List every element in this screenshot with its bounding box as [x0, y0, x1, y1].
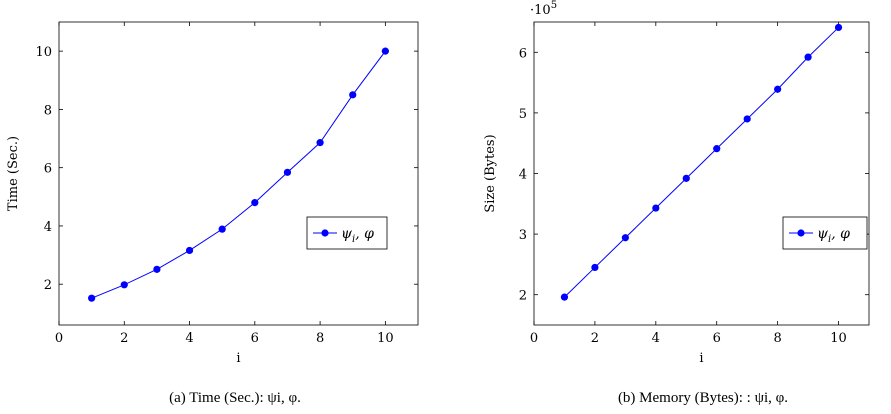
y-tick-label: 6 [519, 46, 527, 61]
data-point [153, 265, 161, 273]
x-tick-label: 6 [713, 331, 721, 346]
x-tick-label: 10 [830, 331, 847, 346]
data-point [349, 91, 357, 99]
data-point [120, 281, 128, 289]
y-axis-label: Size (Bytes) [483, 134, 498, 212]
y-scale-label: ·105 [530, 0, 557, 18]
data-point [560, 293, 569, 301]
figure-caption: (b) Memory (Bytes): : ψi, φ. [618, 390, 788, 406]
y-tick-label: 5 [519, 107, 527, 122]
legend: ψi, φ [306, 216, 388, 250]
y-tick-label: 3 [519, 228, 527, 243]
y-axis-label: Time (Sec.) [6, 136, 21, 211]
x-tick-label: 0 [530, 331, 538, 346]
x-tick-label: 4 [185, 331, 193, 346]
data-point [283, 168, 292, 176]
x-tick-label: 6 [251, 331, 259, 346]
series-line [91, 50, 386, 299]
data-point [88, 294, 96, 302]
data-point [652, 204, 660, 212]
x-tick-label: 10 [377, 331, 394, 346]
y-tick-label: 6 [44, 162, 52, 177]
x-axis-label: i [699, 351, 703, 366]
y-tick-label: 8 [44, 103, 52, 118]
y-tick-label: 2 [519, 289, 527, 304]
chart-panel-1: 0 2 4 6 8 10 2 4 6 8 10 i Time (Sec.) ψi, φ (a) Time (… [6, 21, 419, 406]
figure-caption: (a) Time (Sec.): ψi, φ. [169, 390, 301, 406]
legend-marker [797, 229, 805, 237]
y-tick-label: 4 [519, 168, 527, 183]
data-point [713, 145, 721, 153]
x-axis-label: i [236, 351, 240, 366]
data-point [381, 47, 389, 55]
data-point [218, 225, 226, 233]
legend: ψi, φ [782, 216, 868, 250]
y-tick-label: 10 [35, 45, 52, 60]
plot-frame [58, 21, 419, 326]
data-point [834, 23, 843, 32]
data-point [774, 85, 782, 93]
data-point [682, 174, 690, 182]
x-tick-label: 2 [120, 331, 128, 346]
data-point [804, 53, 812, 61]
x-tick-label: 8 [773, 331, 781, 346]
legend-label: ψi, φ [817, 226, 850, 245]
x-tick-label: 8 [316, 331, 324, 346]
y-tick-label: 2 [44, 278, 52, 293]
data-point [621, 234, 629, 242]
series-line [564, 27, 839, 298]
plot-frame [533, 21, 870, 326]
legend-label: ψi, φ [341, 226, 374, 245]
legend-marker [321, 229, 329, 237]
y-tick-label: 4 [44, 220, 52, 235]
data-point [316, 139, 324, 147]
x-tick-label: 0 [55, 331, 63, 346]
data-point [185, 246, 194, 255]
data-point [743, 115, 751, 123]
data-point [591, 263, 599, 272]
data-point [251, 199, 259, 207]
x-tick-label: 4 [652, 331, 660, 346]
x-tick-label: 2 [591, 331, 599, 346]
